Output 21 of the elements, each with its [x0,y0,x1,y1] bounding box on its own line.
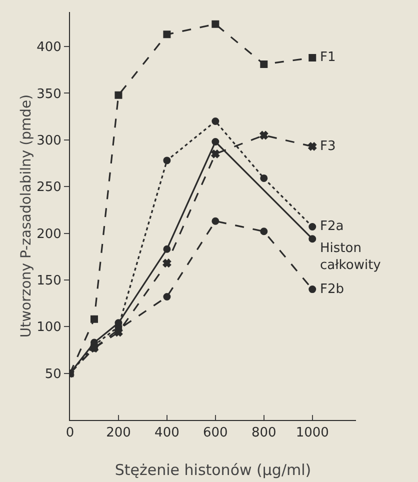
series-label: F1 [320,50,336,65]
x-axis-title: Stężenie histonów (µg/ml) [114,461,312,479]
y-tick-label: 300 [36,133,62,148]
y-tick-label: 150 [36,274,62,288]
series-label: Histon całkowity [320,241,382,273]
x-tick-label: 1000 [296,426,329,441]
x-tick-label: 200 [106,426,131,441]
x-tick-label: 800 [251,426,276,441]
series-label: F2a [320,219,344,234]
series-label: F3 [320,139,336,154]
x-tick-label: 600 [203,426,228,441]
y-tick-label: 100 [36,320,62,336]
y-tick-label: 400 [36,40,62,56]
x-tick-label: 0 [66,426,74,441]
y-tick-label: 200 [36,226,62,242]
y-tick-label: 250 [36,180,62,196]
y-tick-label: 350 [36,86,62,102]
y-axis-title: Utworzony P-zasadolabilny (pmde) [18,94,35,338]
x-tick-label: 400 [154,426,180,441]
series-label: F2b [320,282,344,297]
y-tick-label: 50 [44,366,62,382]
